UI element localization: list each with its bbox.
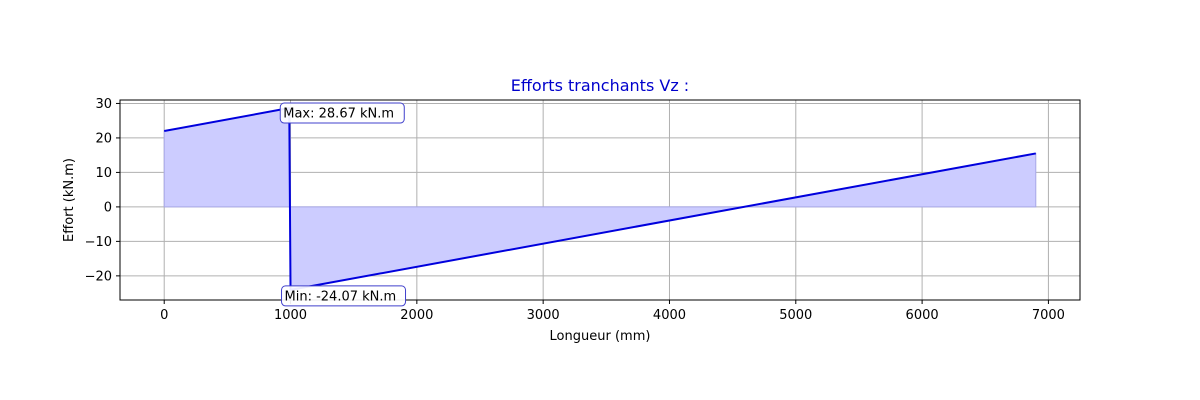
y-axis: −20 −10 0 10 20 30 [85, 97, 120, 284]
y-tick-label: −20 [85, 269, 112, 284]
x-axis: 0 1000 2000 3000 4000 5000 6000 7000 [160, 300, 1065, 323]
max-annotation-label: Max: 28.67 kN.m [283, 107, 394, 122]
y-tick-label: 10 [95, 166, 112, 181]
x-tick-label: 2000 [400, 308, 433, 323]
shear-line [164, 107, 1036, 291]
y-tick-label: 20 [95, 131, 112, 146]
chart-title: Efforts tranchants Vz : [511, 76, 689, 95]
x-axis-label: Longueur (mm) [550, 329, 651, 344]
plot-frame [119, 99, 1081, 301]
y-tick-label: 30 [95, 97, 112, 112]
annotations: Max: 28.67 kN.m Min: -24.07 kN.m [279, 102, 407, 307]
y-axis-label: Effort (kN.m) [62, 158, 77, 242]
area-fill [163, 107, 1037, 291]
min-annotation-box [281, 285, 407, 307]
min-annotation-label: Min: -24.07 kN.m [285, 289, 397, 304]
x-tick-label: 5000 [779, 308, 812, 323]
area-fill-shape [163, 107, 1037, 291]
x-tick-label: 7000 [1032, 308, 1065, 323]
x-tick-label: 0 [160, 308, 168, 323]
series-line [164, 107, 1036, 291]
max-annotation-box [279, 102, 405, 124]
x-tick-label: 4000 [653, 308, 686, 323]
y-tick-label: −10 [85, 235, 112, 250]
x-tick-label: 3000 [527, 308, 560, 323]
y-tick-label: 0 [104, 200, 112, 215]
x-tick-label: 1000 [274, 308, 307, 323]
x-tick-label: 6000 [906, 308, 939, 323]
